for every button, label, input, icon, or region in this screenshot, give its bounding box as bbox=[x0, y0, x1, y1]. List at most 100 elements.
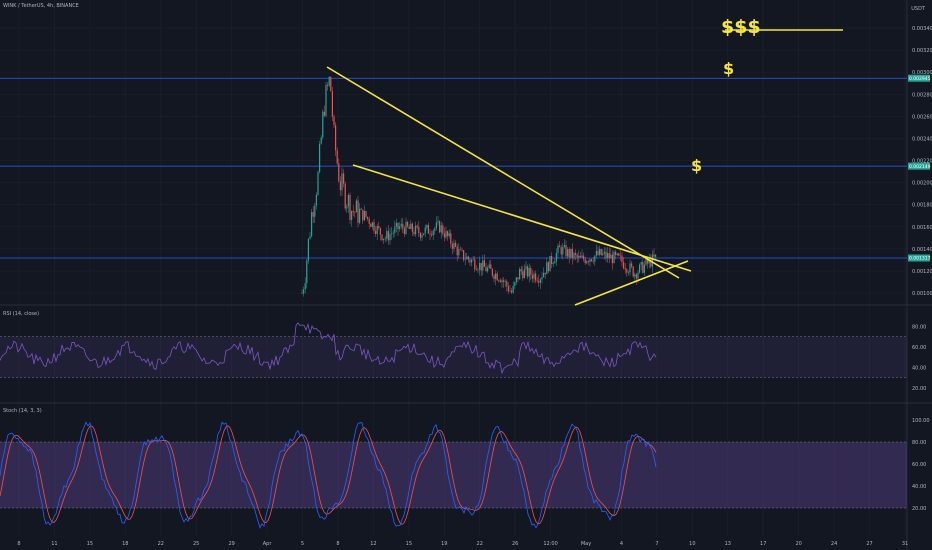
candle-body bbox=[485, 266, 487, 272]
candle-body bbox=[437, 221, 439, 223]
level-badge-text: 0.001317 bbox=[909, 256, 931, 262]
candle-body bbox=[346, 206, 348, 209]
candle-body bbox=[469, 259, 471, 263]
candle-body bbox=[375, 230, 377, 234]
candle-body bbox=[568, 249, 570, 258]
candle-body bbox=[507, 286, 509, 292]
candle-body bbox=[503, 280, 505, 282]
candle-body bbox=[427, 225, 429, 234]
candle-body bbox=[501, 280, 503, 283]
candle-body bbox=[304, 283, 306, 290]
candle-body bbox=[311, 212, 313, 237]
candle-body bbox=[335, 125, 337, 151]
candle-body bbox=[482, 260, 484, 271]
candle-body bbox=[331, 91, 333, 117]
candle-body bbox=[413, 231, 415, 235]
candle-body bbox=[608, 253, 610, 259]
time-tick: 12:00 bbox=[543, 541, 557, 547]
candle-body bbox=[451, 243, 453, 249]
candle-body bbox=[400, 223, 402, 227]
candle-body bbox=[344, 183, 346, 209]
candle-body bbox=[445, 231, 447, 238]
candle-body bbox=[634, 274, 636, 277]
candle-body bbox=[322, 111, 324, 138]
candle-body bbox=[490, 264, 492, 269]
time-tick: 8 bbox=[336, 541, 339, 547]
candle-body bbox=[642, 262, 644, 273]
candle-body bbox=[623, 262, 625, 269]
candle-body bbox=[624, 268, 626, 270]
candle-body bbox=[314, 205, 316, 217]
candle-body bbox=[415, 225, 417, 235]
target-mid: $ bbox=[723, 59, 735, 78]
candle-body bbox=[464, 259, 466, 260]
candle-body bbox=[530, 268, 532, 276]
candle-body bbox=[587, 261, 589, 263]
time-tick: 29 bbox=[228, 541, 234, 547]
candle-body bbox=[435, 222, 437, 229]
candle-body bbox=[339, 181, 341, 191]
candle-body bbox=[448, 233, 450, 237]
candle-body bbox=[555, 252, 557, 262]
candle-body bbox=[341, 173, 343, 191]
candle-body bbox=[327, 84, 329, 86]
trendline bbox=[326, 66, 680, 279]
candle-body bbox=[333, 116, 335, 126]
candle-body bbox=[319, 143, 321, 173]
candle-body bbox=[584, 259, 586, 264]
candle-body bbox=[594, 255, 596, 262]
candle-body bbox=[408, 226, 410, 229]
candle-body bbox=[511, 290, 513, 293]
candle-body bbox=[471, 259, 473, 263]
candle-body bbox=[629, 263, 631, 273]
candle-body bbox=[317, 172, 319, 195]
time-tick: 11 bbox=[51, 541, 57, 547]
candle-body bbox=[384, 238, 386, 240]
candle-body bbox=[575, 253, 577, 255]
candle-body bbox=[309, 236, 311, 239]
candle-body bbox=[573, 253, 575, 259]
candle-body bbox=[429, 233, 431, 235]
candle-body bbox=[645, 259, 647, 265]
candle-body bbox=[538, 281, 540, 283]
candle-body bbox=[354, 211, 356, 213]
candle-body bbox=[360, 208, 362, 210]
candle-body bbox=[402, 223, 404, 229]
stoch-band bbox=[0, 442, 907, 508]
candle-body bbox=[544, 272, 546, 275]
candle-body bbox=[418, 227, 420, 234]
candle-body bbox=[347, 194, 349, 207]
candle-body bbox=[394, 226, 396, 233]
candle-body bbox=[456, 246, 458, 256]
candle-body bbox=[621, 255, 623, 263]
candle-body bbox=[362, 209, 364, 221]
candle-body bbox=[655, 254, 657, 257]
candle-body bbox=[474, 259, 476, 270]
candle-body bbox=[615, 251, 617, 255]
rsi-tick: 80.00 bbox=[912, 324, 926, 330]
candle-body bbox=[453, 242, 455, 249]
candle-body bbox=[565, 245, 567, 257]
candle-body bbox=[306, 260, 308, 284]
candle-body bbox=[576, 254, 578, 258]
candle-body bbox=[509, 290, 511, 292]
candle-body bbox=[488, 264, 490, 268]
candle-body bbox=[597, 250, 599, 255]
candle-body bbox=[591, 259, 593, 261]
candle-body bbox=[549, 256, 551, 272]
currency-label: USDT bbox=[911, 6, 925, 12]
candle-body bbox=[539, 279, 541, 283]
time-tick: 24 bbox=[831, 541, 837, 547]
candle-body bbox=[440, 225, 442, 233]
candle-body bbox=[479, 262, 481, 270]
time-tick: 17 bbox=[760, 541, 766, 547]
candle-body bbox=[517, 277, 519, 280]
time-tick: 31 bbox=[902, 541, 908, 547]
candle-body bbox=[525, 266, 527, 270]
